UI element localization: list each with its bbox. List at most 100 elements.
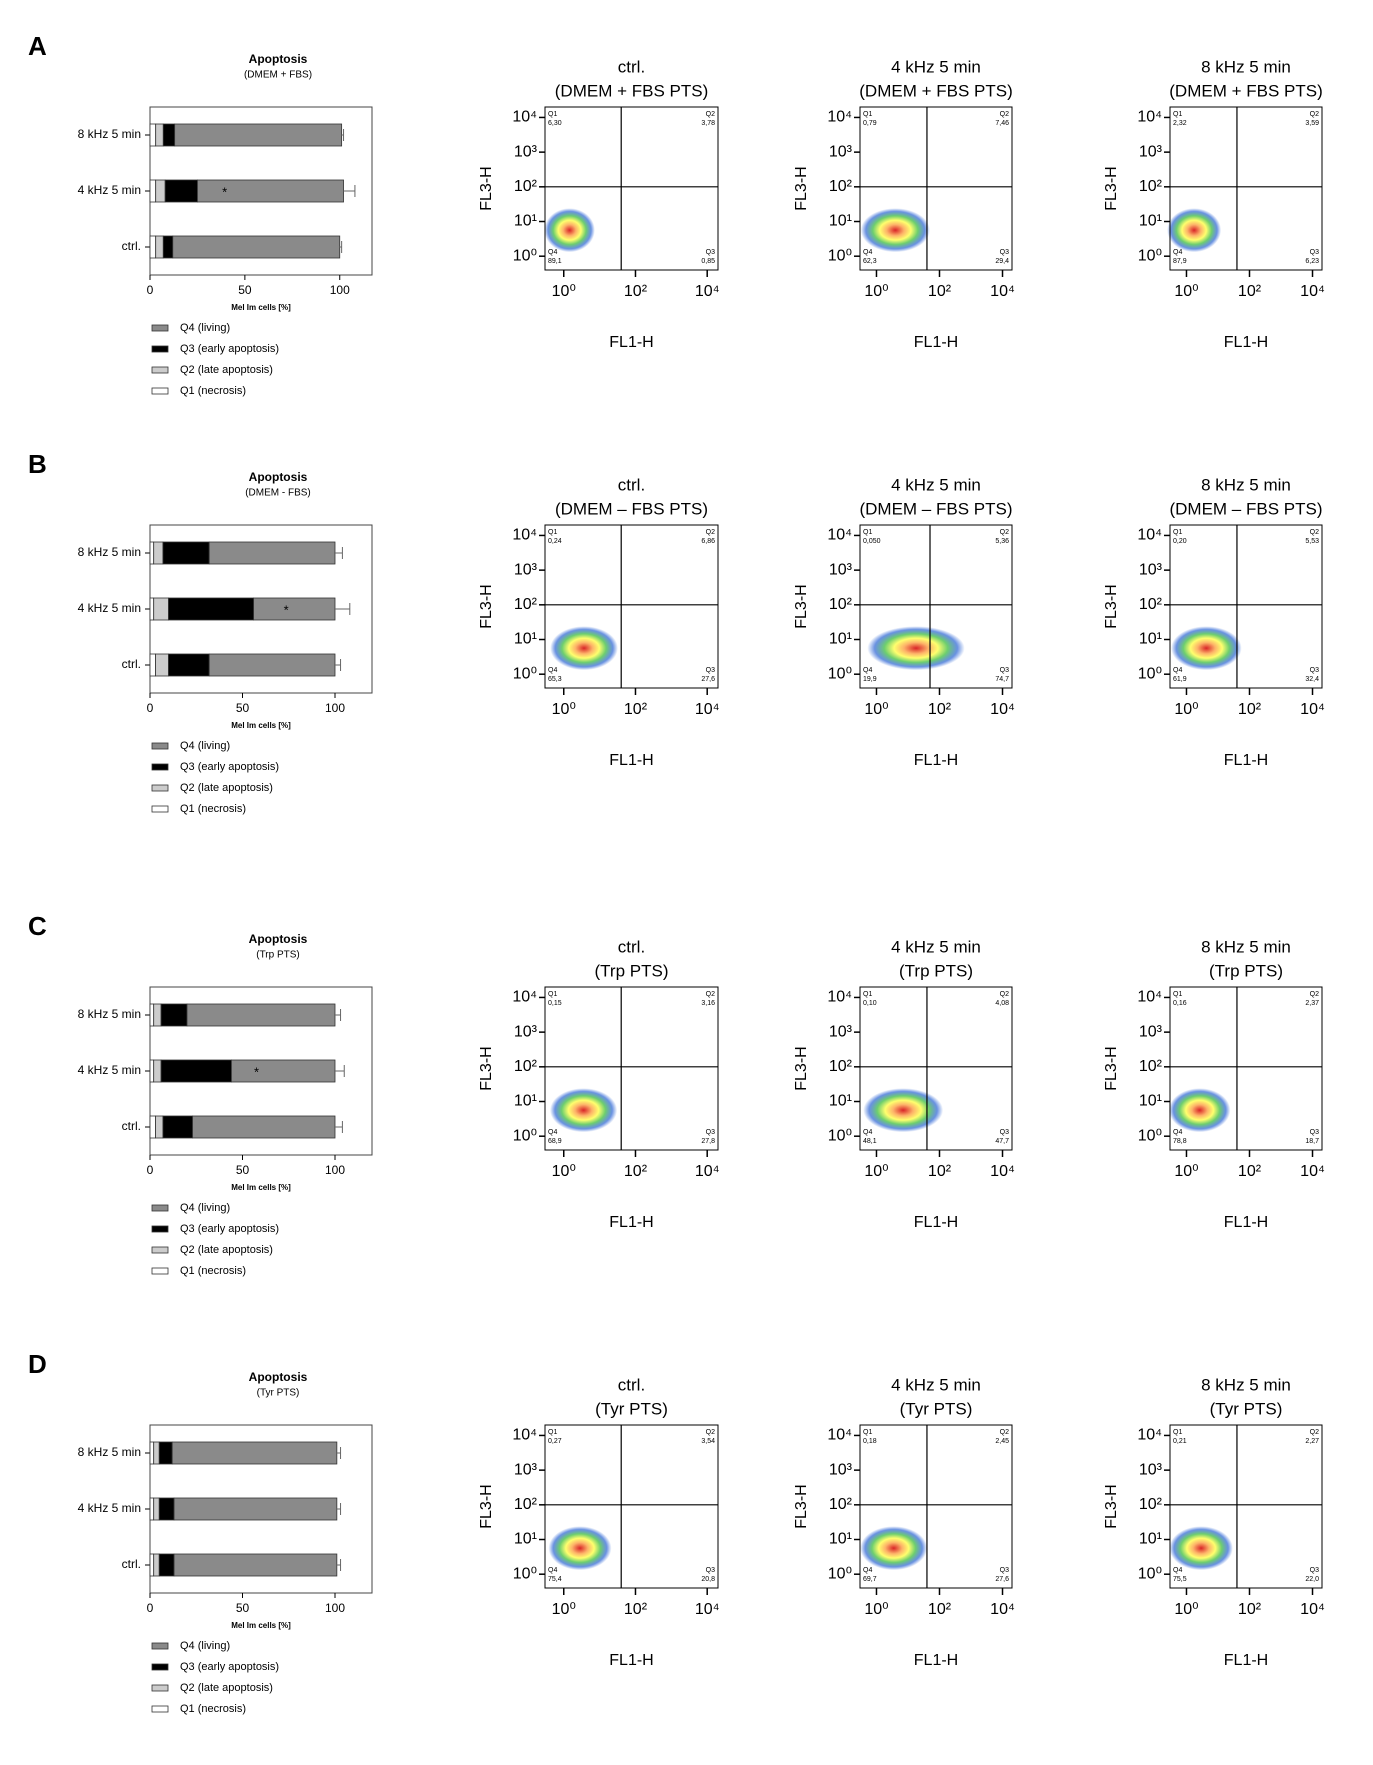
density-cloud <box>549 1088 618 1133</box>
legend-label: Q2 (late apoptosis) <box>180 782 273 794</box>
legend-label: Q4 (living) <box>180 1202 230 1214</box>
bar-segment <box>162 541 210 565</box>
plot-frame <box>544 1424 719 1589</box>
quadrant-value: 68,9 <box>548 1138 562 1145</box>
y-tick-label: 10² <box>514 1058 538 1075</box>
quadrant-name: Q1 <box>863 111 872 118</box>
chart-subtitle: (Tyr PTS) <box>1210 1399 1283 1418</box>
y-axis-label: FL3-H <box>1103 166 1120 210</box>
y-tick-label: 10⁴ <box>1137 989 1162 1006</box>
y-tick-label: 8 kHz 5 min <box>78 127 141 141</box>
x-tick-label: 10⁰ <box>1174 701 1198 718</box>
significance: * <box>284 602 289 617</box>
quadrant-value: 78,8 <box>1173 1138 1187 1145</box>
bar-segment <box>168 597 254 621</box>
quadrant-value: 5,53 <box>1305 538 1319 545</box>
density-cloud <box>1167 208 1222 253</box>
y-tick-label: 10⁰ <box>828 665 852 682</box>
quadrant-name: Q2 <box>1000 111 1009 118</box>
chart-title: ctrl. <box>618 937 645 956</box>
y-tick-label: 10¹ <box>829 1093 852 1110</box>
y-tick-label: 10⁴ <box>827 527 852 544</box>
legend-swatch <box>151 1684 169 1692</box>
y-tick-label: 10⁰ <box>513 665 537 682</box>
x-tick-label: 10² <box>1238 1163 1262 1180</box>
chart-title: ctrl. <box>618 1375 645 1394</box>
legend-label: Q4 (living) <box>180 322 230 334</box>
bar-segment <box>153 1059 162 1083</box>
x-tick-label: 10⁰ <box>864 701 888 718</box>
bar-segment <box>155 123 164 147</box>
quadrant-value: 18,7 <box>1305 1138 1319 1145</box>
bar-segment <box>155 179 166 203</box>
quadrant-name: Q3 <box>1000 1129 1009 1136</box>
bar-segment <box>158 1441 173 1465</box>
chart-subtitle: (DMEM + FBS PTS) <box>555 81 708 100</box>
quadrant-value: 0,20 <box>1173 538 1187 545</box>
y-axis-label: FL3-H <box>478 584 495 628</box>
chart-subtitle: (DMEM + FBS PTS) <box>1169 81 1322 100</box>
quadrant-name: Q3 <box>706 249 715 256</box>
quadrant-name: Q3 <box>706 1567 715 1574</box>
y-tick-label: 10¹ <box>514 213 537 230</box>
plot-frame <box>859 106 1013 271</box>
bar-segment <box>208 541 336 565</box>
y-tick-label: 10³ <box>829 561 853 578</box>
quadrant-value: 0,21 <box>1173 1438 1187 1445</box>
x-tick-label: 10⁴ <box>695 701 720 718</box>
legend-label: Q2 (late apoptosis) <box>180 364 273 376</box>
panel-label: C <box>28 911 47 941</box>
quadrant-name: Q3 <box>706 1129 715 1136</box>
x-axis-label: FL1-H <box>914 334 958 351</box>
y-axis-label: FL3-H <box>793 584 810 628</box>
bar-segment <box>162 235 174 259</box>
density-cloud <box>860 208 930 253</box>
quadrant-value: 0,18 <box>863 1438 877 1445</box>
chart-title: 4 kHz 5 min <box>891 1375 981 1394</box>
quadrant-name: Q3 <box>1000 667 1009 674</box>
y-axis-label: FL3-H <box>793 166 810 210</box>
quadrant-value: 62,3 <box>863 258 877 265</box>
quadrant-value: 3,78 <box>701 120 715 127</box>
legend-label: Q2 (late apoptosis) <box>180 1682 273 1694</box>
y-tick-label: 10² <box>1139 596 1163 613</box>
bar-segment <box>173 1553 338 1577</box>
y-tick-label: 10² <box>1139 178 1163 195</box>
chart-title: Apoptosis <box>249 932 308 946</box>
x-tick-label: 10² <box>928 283 952 300</box>
error-bar <box>336 1559 342 1571</box>
y-tick-label: 10⁰ <box>828 247 852 264</box>
error-bar <box>336 1503 342 1515</box>
bar-segment <box>173 1497 338 1521</box>
quadrant-name: Q4 <box>1173 1567 1182 1574</box>
chart-subtitle: (DMEM + FBS PTS) <box>859 81 1012 100</box>
legend-swatch <box>151 366 169 374</box>
chart-title: 8 kHz 5 min <box>1201 1375 1291 1394</box>
x-tick-label: 10² <box>928 701 952 718</box>
bar-segment <box>149 1059 155 1083</box>
x-tick-label: 10⁴ <box>990 1601 1015 1618</box>
bar-segment <box>172 235 341 259</box>
quadrant-value: 0,050 <box>863 538 881 545</box>
x-axis-label: FL1-H <box>1224 1214 1268 1231</box>
x-tick-label: 10² <box>624 701 648 718</box>
bar-segment <box>197 179 344 203</box>
quadrant-value: 4,08 <box>995 1000 1009 1007</box>
y-axis-label: FL3-H <box>478 1484 495 1528</box>
significance: * <box>254 1064 259 1079</box>
y-tick-label: 10³ <box>1139 1023 1163 1040</box>
quadrant-value: 27,6 <box>701 676 715 683</box>
y-tick-label: 10² <box>514 596 538 613</box>
bar-segment <box>149 597 155 621</box>
quadrant-value: 0,15 <box>548 1000 562 1007</box>
quadrant-value: 65,3 <box>548 676 562 683</box>
x-tick-label: 10⁰ <box>552 1601 576 1618</box>
x-axis-label: Mel Im cells [%] <box>231 721 291 730</box>
quadrant-value: 3,16 <box>701 1000 715 1007</box>
bar-segment <box>168 653 210 677</box>
x-tick-label: 10⁴ <box>990 1163 1015 1180</box>
chart-subtitle: (Trp PTS) <box>899 961 973 980</box>
x-tick-label: 100 <box>325 1601 345 1615</box>
bar-segment <box>153 1497 160 1521</box>
